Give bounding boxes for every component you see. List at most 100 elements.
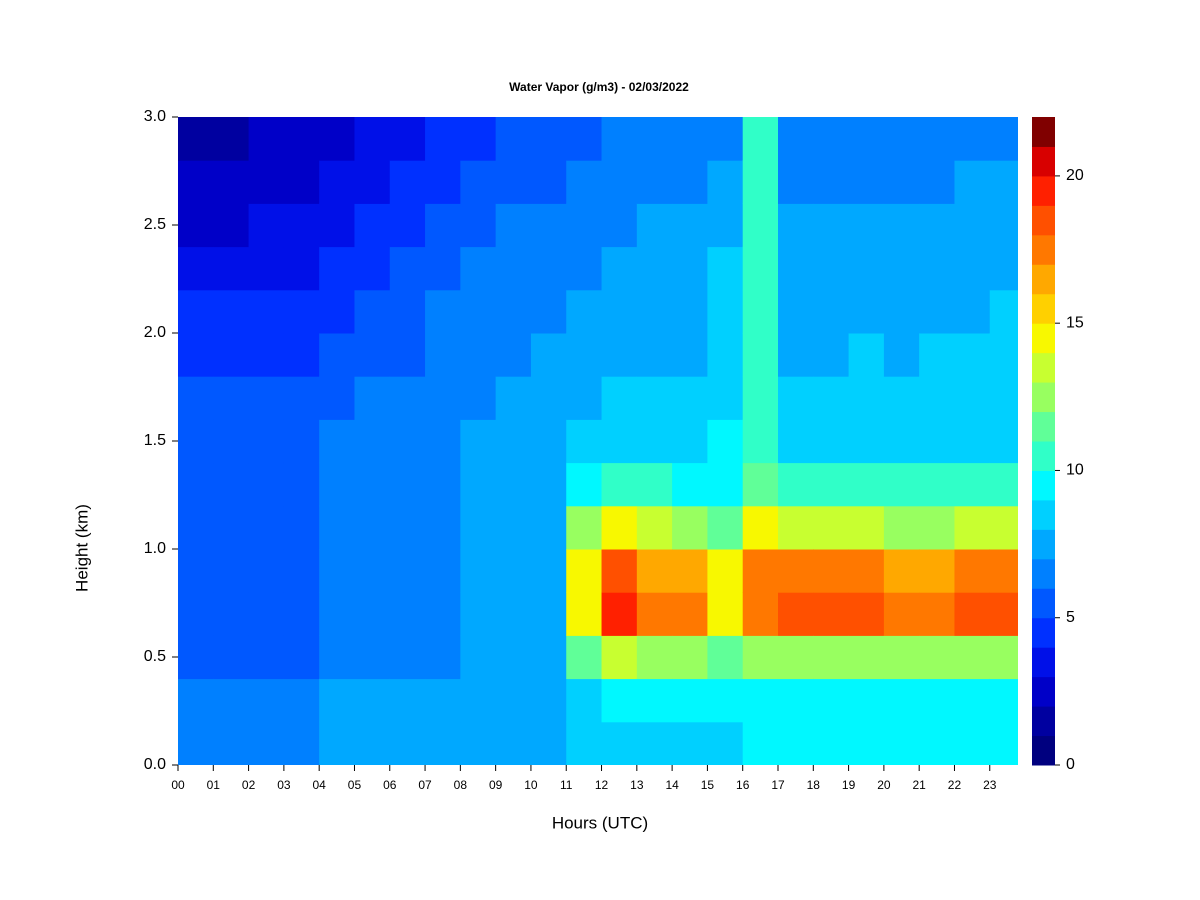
heat-cell — [530, 289, 567, 334]
heat-cell — [919, 505, 955, 550]
y-tick-label: 2.0 — [144, 324, 166, 341]
heat-cell — [389, 203, 426, 248]
heat-cell — [283, 635, 320, 680]
heat-cell — [530, 117, 567, 161]
heat-cell — [742, 289, 779, 334]
heat-cell — [566, 246, 603, 291]
heat-cell — [248, 419, 285, 464]
colorbar-segment — [1032, 264, 1055, 295]
heat-cell — [354, 505, 391, 550]
heat-cell — [989, 721, 1018, 765]
heat-cell — [883, 376, 920, 420]
colorbar-segment — [1032, 588, 1055, 619]
heat-cell — [248, 592, 285, 636]
heat-cell — [742, 462, 779, 507]
heat-cell — [954, 678, 991, 723]
heat-cell — [919, 376, 955, 420]
heat-cell — [813, 419, 850, 464]
heat-cell — [425, 160, 461, 204]
colorbar-segment — [1032, 617, 1055, 648]
heat-cell — [354, 289, 391, 334]
heat-cell — [530, 160, 567, 204]
colorbar-segment — [1032, 411, 1055, 442]
heat-cell — [919, 203, 955, 248]
x-tick-label: 08 — [454, 778, 468, 792]
heat-cell — [707, 635, 744, 680]
heat-cell — [460, 203, 497, 248]
heat-cell — [636, 505, 673, 550]
heat-cell — [283, 721, 320, 765]
heat-cell — [460, 160, 497, 204]
heat-cell — [742, 419, 779, 464]
heat-cell — [707, 549, 744, 593]
heat-cell — [954, 246, 991, 291]
heat-cell — [389, 635, 426, 680]
heat-cell — [530, 419, 567, 464]
heat-cell — [460, 117, 497, 161]
heat-cell — [672, 333, 708, 377]
heat-cell — [566, 505, 603, 550]
heat-cell — [566, 117, 603, 161]
heat-cell — [742, 333, 779, 377]
heat-cell — [460, 505, 497, 550]
heat-cell — [848, 333, 885, 377]
heat-cell — [495, 419, 532, 464]
heat-cell — [354, 721, 391, 765]
heat-cell — [354, 462, 391, 507]
heat-cell — [813, 505, 850, 550]
x-tick-label: 13 — [630, 778, 644, 792]
y-tick-label: 0.5 — [144, 648, 166, 665]
heat-cell — [954, 419, 991, 464]
heat-cell — [213, 203, 250, 248]
heat-cell — [636, 721, 673, 765]
heat-cell — [319, 462, 355, 507]
heat-cell — [283, 462, 320, 507]
x-tick-label: 18 — [807, 778, 821, 792]
heat-cell — [989, 246, 1018, 291]
heat-cell — [883, 462, 920, 507]
heat-cell — [460, 549, 497, 593]
heat-cell — [778, 246, 814, 291]
heat-cell — [319, 678, 355, 723]
heat-cell — [883, 333, 920, 377]
heat-cell — [319, 721, 355, 765]
heat-cell — [672, 592, 708, 636]
heat-cell — [319, 635, 355, 680]
colorbar-segment — [1032, 146, 1055, 177]
colorbar-segment — [1032, 117, 1055, 147]
x-tick-label: 21 — [912, 778, 926, 792]
heat-cell — [778, 678, 814, 723]
heat-cell — [178, 549, 214, 593]
heat-cell — [354, 160, 391, 204]
heat-cell — [919, 117, 955, 161]
x-tick-label: 06 — [383, 778, 397, 792]
heat-cell — [954, 635, 991, 680]
x-tick-label: 22 — [948, 778, 962, 792]
x-tick-label: 05 — [348, 778, 362, 792]
heat-cell — [707, 333, 744, 377]
heat-cell — [495, 549, 532, 593]
heat-cell — [813, 160, 850, 204]
heat-cell — [178, 203, 214, 248]
heat-cell — [813, 376, 850, 420]
heat-cell — [495, 160, 532, 204]
heat-cell — [425, 505, 461, 550]
x-tick-label: 20 — [877, 778, 891, 792]
heat-cell — [848, 462, 885, 507]
heat-cell — [989, 462, 1018, 507]
heat-cell — [707, 160, 744, 204]
colorbar-segment — [1032, 441, 1055, 471]
colorbar-segment — [1032, 676, 1055, 707]
heat-cell — [566, 203, 603, 248]
y-tick-label: 0.0 — [144, 756, 166, 773]
heat-cell — [778, 505, 814, 550]
heat-cell — [425, 246, 461, 291]
heat-cell — [213, 678, 250, 723]
heat-cell — [672, 203, 708, 248]
heat-cell — [883, 289, 920, 334]
heat-cell — [813, 203, 850, 248]
x-tick-label: 10 — [524, 778, 538, 792]
heat-cell — [319, 160, 355, 204]
heat-cell — [601, 333, 638, 377]
heat-cell — [530, 592, 567, 636]
